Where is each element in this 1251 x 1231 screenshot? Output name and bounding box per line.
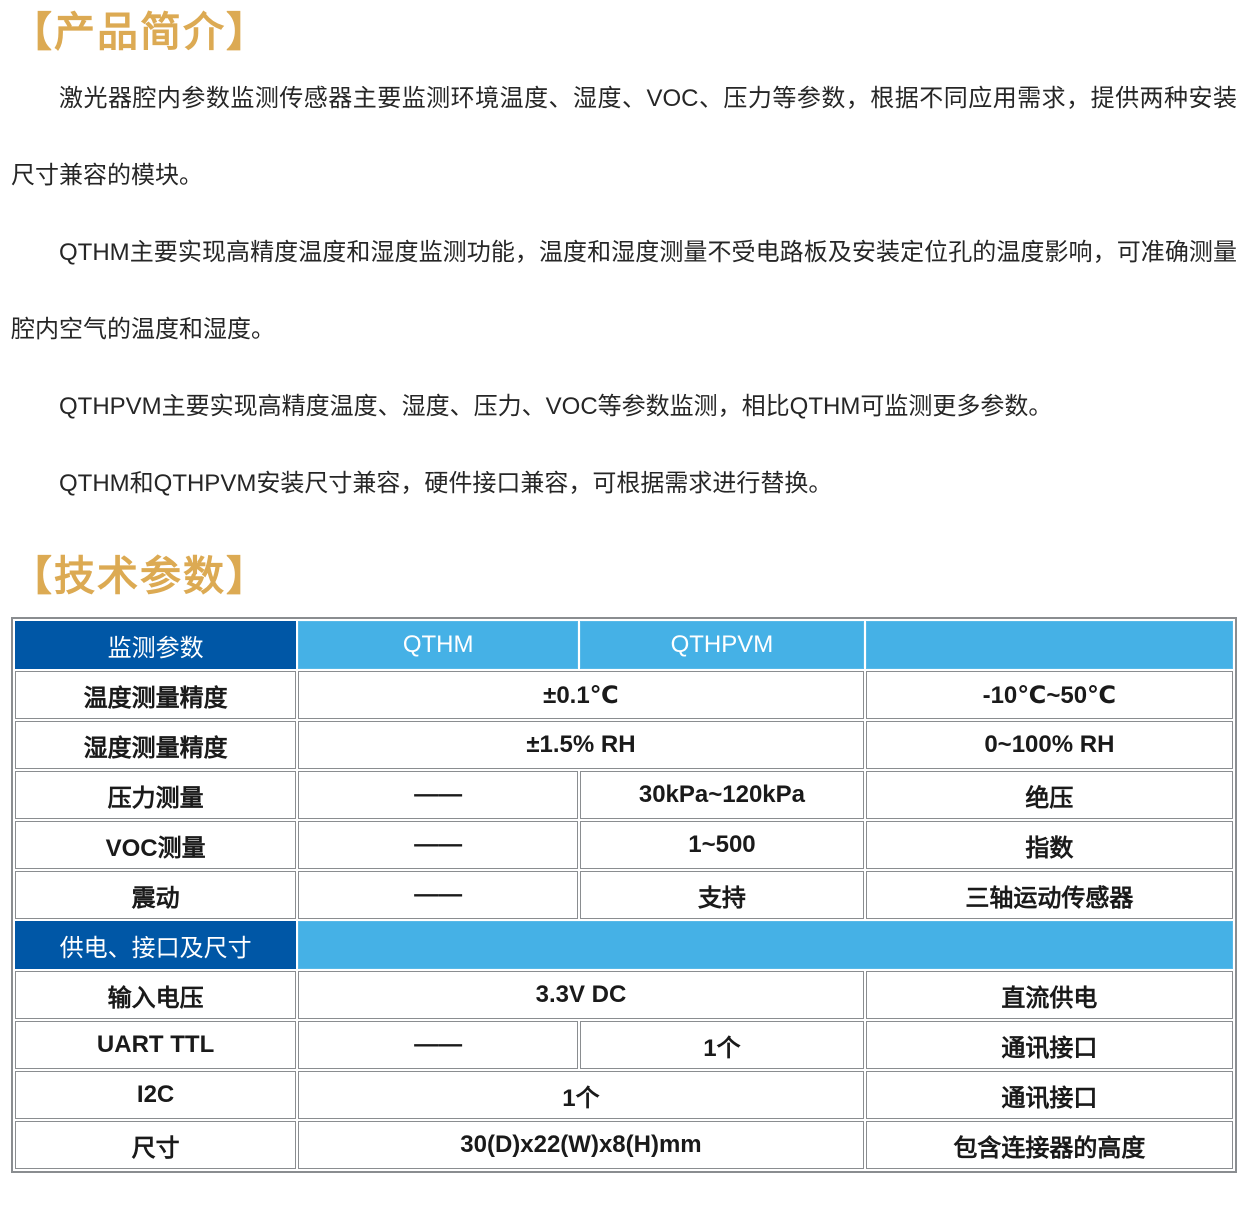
table-header-cell: QTHPVM (580, 621, 864, 669)
intro-paragraph: QTHM主要实现高精度温度和湿度监测功能，温度和湿度测量不受电路板及安装定位孔的… (11, 239, 1237, 343)
table-row: 湿度测量精度 ±1.5% RH 0~100% RH (15, 721, 1233, 769)
table-cell: VOC测量 (15, 821, 297, 869)
table-cell: 通讯接口 (865, 1021, 1233, 1069)
table-cell: 指数 (865, 821, 1233, 869)
table-cell: 包含连接器的高度 (865, 1121, 1233, 1169)
table-cell: UART TTL (15, 1021, 297, 1069)
table-cell: 1个 (298, 1071, 864, 1119)
intro-heading: 【产品简介】 (11, 9, 269, 55)
table-row: 压力测量 —— 30kPa~120kPa 绝压 (15, 771, 1233, 819)
table-cell: 尺寸 (15, 1121, 297, 1169)
table-cell: 0~100% RH (865, 721, 1233, 769)
table-row: 输入电压 3.3V DC 直流供电 (15, 971, 1233, 1019)
table-cell: 输入电压 (15, 971, 297, 1019)
table-header-cell: 监测参数 (15, 621, 297, 669)
table-cell: I2C (15, 1071, 297, 1119)
table-row: UART TTL —— 1个 通讯接口 (15, 1021, 1233, 1069)
table-header-row: 监测参数 QTHM QTHPVM (15, 621, 1233, 669)
table-row: VOC测量 —— 1~500 指数 (15, 821, 1233, 869)
intro-paragraph: QTHPVM主要实现高精度温度、湿度、压力、VOC等参数监测，相比QTHM可监测… (59, 393, 1053, 420)
table-cell: 3.3V DC (298, 971, 864, 1019)
table-cell: —— (298, 871, 579, 919)
table-row: 尺寸 30(D)x22(W)x8(H)mm 包含连接器的高度 (15, 1121, 1233, 1169)
table-header-cell: 供电、接口及尺寸 (15, 921, 297, 969)
table-header-cell (298, 921, 1233, 969)
table-row: 震动 —— 支持 三轴运动传感器 (15, 871, 1233, 919)
table-cell: 30(D)x22(W)x8(H)mm (298, 1121, 864, 1169)
table-cell: 30kPa~120kPa (580, 771, 864, 819)
specs-table-body: 监测参数 QTHM QTHPVM 温度测量精度 ±0.1℃ -10℃~50℃ 湿度测量精度 ±… (15, 621, 1233, 1169)
table-cell: 通讯接口 (865, 1071, 1233, 1119)
table-cell: -10℃~50℃ (865, 671, 1233, 719)
table-cell: 绝压 (865, 771, 1233, 819)
specs-table: 监测参数 QTHM QTHPVM 温度测量精度 ±0.1℃ -10℃~50℃ 湿度测量精度 ±… (11, 617, 1237, 1173)
table-cell: 1个 (580, 1021, 864, 1069)
table-cell: 压力测量 (15, 771, 297, 819)
table-cell: ±0.1℃ (298, 671, 864, 719)
intro-paragraph: 激光器腔内参数监测传感器主要监测环境温度、湿度、VOC、压力等参数，根据不同应用… (11, 85, 1237, 189)
table-cell: 直流供电 (865, 971, 1233, 1019)
table-cell: 温度测量精度 (15, 671, 297, 719)
table-header-cell (865, 621, 1233, 669)
datasheet-page: 【产品简介】 激光器腔内参数监测传感器主要监测环境温度、湿度、VOC、压力等参数… (11, 9, 1237, 1173)
table-cell: 支持 (580, 871, 864, 919)
table-cell: 震动 (15, 871, 297, 919)
intro-text-block: 激光器腔内参数监测传感器主要监测环境温度、湿度、VOC、压力等参数，根据不同应用… (11, 60, 1237, 522)
table-row: I2C 1个 通讯接口 (15, 1071, 1233, 1119)
table-cell: —— (298, 771, 579, 819)
table-cell: —— (298, 821, 579, 869)
table-cell: ±1.5% RH (298, 721, 864, 769)
table-row: 温度测量精度 ±0.1℃ -10℃~50℃ (15, 671, 1233, 719)
table-cell: 湿度测量精度 (15, 721, 297, 769)
intro-paragraph: QTHM和QTHPVM安装尺寸兼容，硬件接口兼容，可根据需求进行替换。 (59, 470, 833, 497)
table-section-row: 供电、接口及尺寸 (15, 921, 1233, 969)
table-header-cell: QTHM (298, 621, 579, 669)
table-cell: 1~500 (580, 821, 864, 869)
specs-heading: 【技术参数】 (11, 553, 269, 599)
table-cell: 三轴运动传感器 (865, 871, 1233, 919)
table-cell: —— (298, 1021, 579, 1069)
